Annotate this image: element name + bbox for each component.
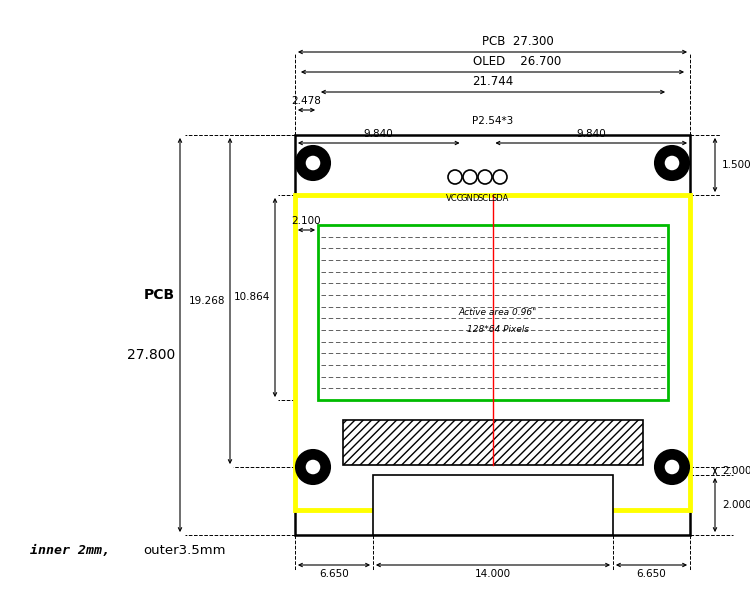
Circle shape (305, 459, 321, 475)
Bar (318, 225, 668, 400)
Text: 2.000: 2.000 (722, 466, 750, 476)
Text: 128*64 Pixels: 128*64 Pixels (467, 325, 529, 335)
Circle shape (448, 170, 462, 184)
Text: SCL: SCL (477, 194, 493, 203)
Text: 9.840: 9.840 (576, 129, 606, 139)
Text: 14.000: 14.000 (475, 569, 511, 579)
Text: 2.100: 2.100 (292, 216, 321, 226)
Circle shape (296, 450, 330, 484)
Bar (295, 135, 690, 535)
Circle shape (655, 450, 689, 484)
Text: 2.000: 2.000 (722, 500, 750, 510)
Text: 19.268: 19.268 (188, 296, 225, 306)
Bar (343, 420, 643, 465)
Text: Active area 0.96": Active area 0.96" (459, 308, 537, 317)
Text: P2.54*3: P2.54*3 (472, 116, 514, 126)
Text: SDA: SDA (491, 194, 508, 203)
Text: inner 2mm,: inner 2mm, (30, 544, 110, 557)
Bar (373, 475, 613, 535)
Circle shape (664, 155, 680, 171)
Text: 6.650: 6.650 (637, 569, 666, 579)
Text: 10.864: 10.864 (234, 292, 270, 302)
Text: 2.478: 2.478 (292, 96, 322, 106)
Bar (295, 195, 690, 510)
Text: PCB: PCB (144, 288, 175, 302)
Circle shape (296, 146, 330, 180)
Text: GND: GND (460, 194, 480, 203)
Text: OLED    26.700: OLED 26.700 (473, 55, 562, 68)
Circle shape (478, 170, 492, 184)
Circle shape (305, 155, 321, 171)
Circle shape (664, 459, 680, 475)
Text: 27.800: 27.800 (127, 348, 175, 362)
Circle shape (493, 170, 507, 184)
Circle shape (655, 146, 689, 180)
Text: 1.500: 1.500 (722, 160, 750, 170)
Text: VCC: VCC (446, 194, 464, 203)
Text: 9.840: 9.840 (364, 129, 394, 139)
Text: 6.650: 6.650 (320, 569, 349, 579)
Circle shape (463, 170, 477, 184)
Text: 21.744: 21.744 (472, 75, 514, 88)
Text: outer3.5mm: outer3.5mm (143, 544, 226, 557)
Text: PCB  27.300: PCB 27.300 (482, 35, 554, 48)
